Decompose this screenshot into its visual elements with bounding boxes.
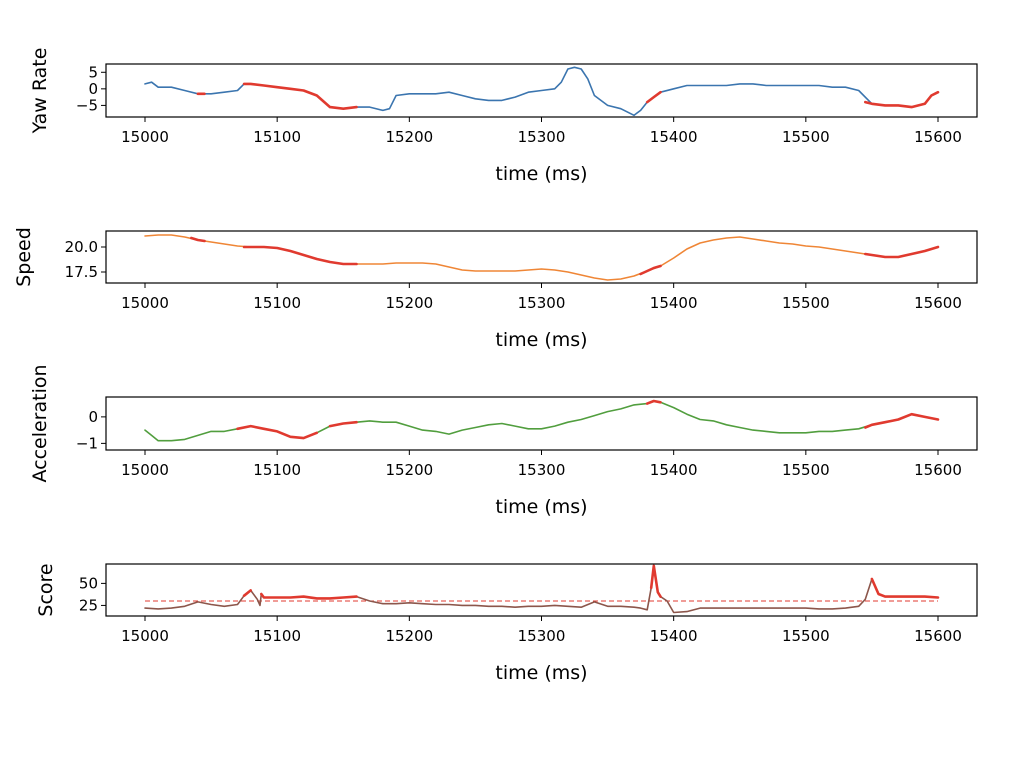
score-highlight-segment — [260, 592, 358, 600]
y-tick-label: 50 — [79, 574, 98, 592]
x-tick-label: 15000 — [121, 627, 169, 645]
y-tick-label: 20.0 — [65, 238, 98, 256]
y-tick-label: 0 — [88, 408, 98, 426]
speed-highlight-segment — [190, 236, 206, 243]
y-axis-label: Score — [35, 563, 57, 616]
speed-highlight-segment — [242, 245, 358, 266]
y-tick-label: 25 — [79, 596, 98, 614]
x-tick-label: 15100 — [253, 128, 301, 146]
x-axis-label: time (ms) — [495, 496, 587, 518]
x-tick-label: 15200 — [385, 627, 433, 645]
score-highlight-segment — [242, 589, 252, 597]
yaw-rate-subplot: 15000 15100 15200 15300 15400 15500 15600 50−5 t… — [29, 48, 978, 185]
yaw-rate-highlight-segment — [864, 90, 940, 109]
x-tick-label: 15300 — [518, 294, 566, 312]
speed-axes-frame — [105, 230, 978, 284]
x-axis-label: time (ms) — [495, 662, 587, 684]
acceleration-highlight-segment — [328, 420, 358, 428]
x-tick-label: 15100 — [253, 461, 301, 479]
x-tick-label: 15400 — [650, 461, 698, 479]
score-series-line — [144, 565, 939, 614]
y-tick-label: 17.5 — [65, 263, 98, 281]
speed-series-line — [144, 234, 939, 281]
score-highlight-segment — [870, 577, 940, 599]
y-tick-label: −5 — [76, 96, 98, 114]
acceleration-highlight-segment — [236, 424, 319, 440]
acceleration-series-line — [144, 400, 939, 442]
y-tick-label: 5 — [88, 63, 98, 81]
x-axis-label: time (ms) — [495, 163, 587, 185]
x-tick-label: 15100 — [253, 627, 301, 645]
x-tick-label: 15000 — [121, 294, 169, 312]
y-tick-label: 0 — [88, 80, 98, 98]
x-tick-label: 15500 — [782, 627, 830, 645]
x-tick-label: 15600 — [914, 128, 962, 146]
x-tick-label: 15000 — [121, 128, 169, 146]
yaw-rate-series-line — [144, 66, 939, 117]
acceleration-axes-frame — [105, 396, 978, 451]
y-tick-label: −1 — [76, 434, 98, 452]
yaw-rate-highlight-segment — [242, 82, 358, 110]
x-tick-label: 15400 — [650, 128, 698, 146]
x-tick-label: 15400 — [650, 627, 698, 645]
x-tick-label: 15600 — [914, 294, 962, 312]
yaw-rate-highlight-segment — [645, 90, 662, 104]
x-tick-label: 15400 — [650, 294, 698, 312]
y-axis-label: Acceleration — [29, 364, 51, 482]
y-axis-label: Yaw Rate — [29, 48, 51, 135]
x-tick-label: 15000 — [121, 461, 169, 479]
y-axis-label: Speed — [13, 227, 35, 287]
x-tick-label: 15600 — [914, 627, 962, 645]
x-tick-label: 15300 — [518, 461, 566, 479]
speed-highlight-segment — [864, 245, 940, 259]
x-tick-label: 15200 — [385, 128, 433, 146]
acceleration-subplot: 15000 15100 15200 15300 15400 15500 15600 0 −1 ti… — [29, 364, 978, 518]
x-tick-label: 15500 — [782, 294, 830, 312]
score-highlight-segment — [649, 564, 662, 598]
x-tick-label: 15200 — [385, 294, 433, 312]
speed-highlight-segment — [639, 264, 662, 276]
x-tick-label: 15300 — [518, 128, 566, 146]
x-axis-label: time (ms) — [495, 329, 587, 351]
acceleration-highlight-segment — [645, 399, 662, 405]
x-tick-label: 15200 — [385, 461, 433, 479]
score-subplot: 15000 15100 15200 15300 15400 15500 15600 50 25 t… — [35, 563, 978, 684]
acceleration-highlight-segment — [864, 412, 940, 429]
x-tick-label: 15600 — [914, 461, 962, 479]
x-tick-label: 15500 — [782, 128, 830, 146]
x-tick-label: 15500 — [782, 461, 830, 479]
x-tick-label: 15300 — [518, 627, 566, 645]
speed-subplot: 15000 15100 15200 15300 15400 15500 15600 20.0 1… — [13, 227, 978, 351]
x-tick-label: 15100 — [253, 294, 301, 312]
